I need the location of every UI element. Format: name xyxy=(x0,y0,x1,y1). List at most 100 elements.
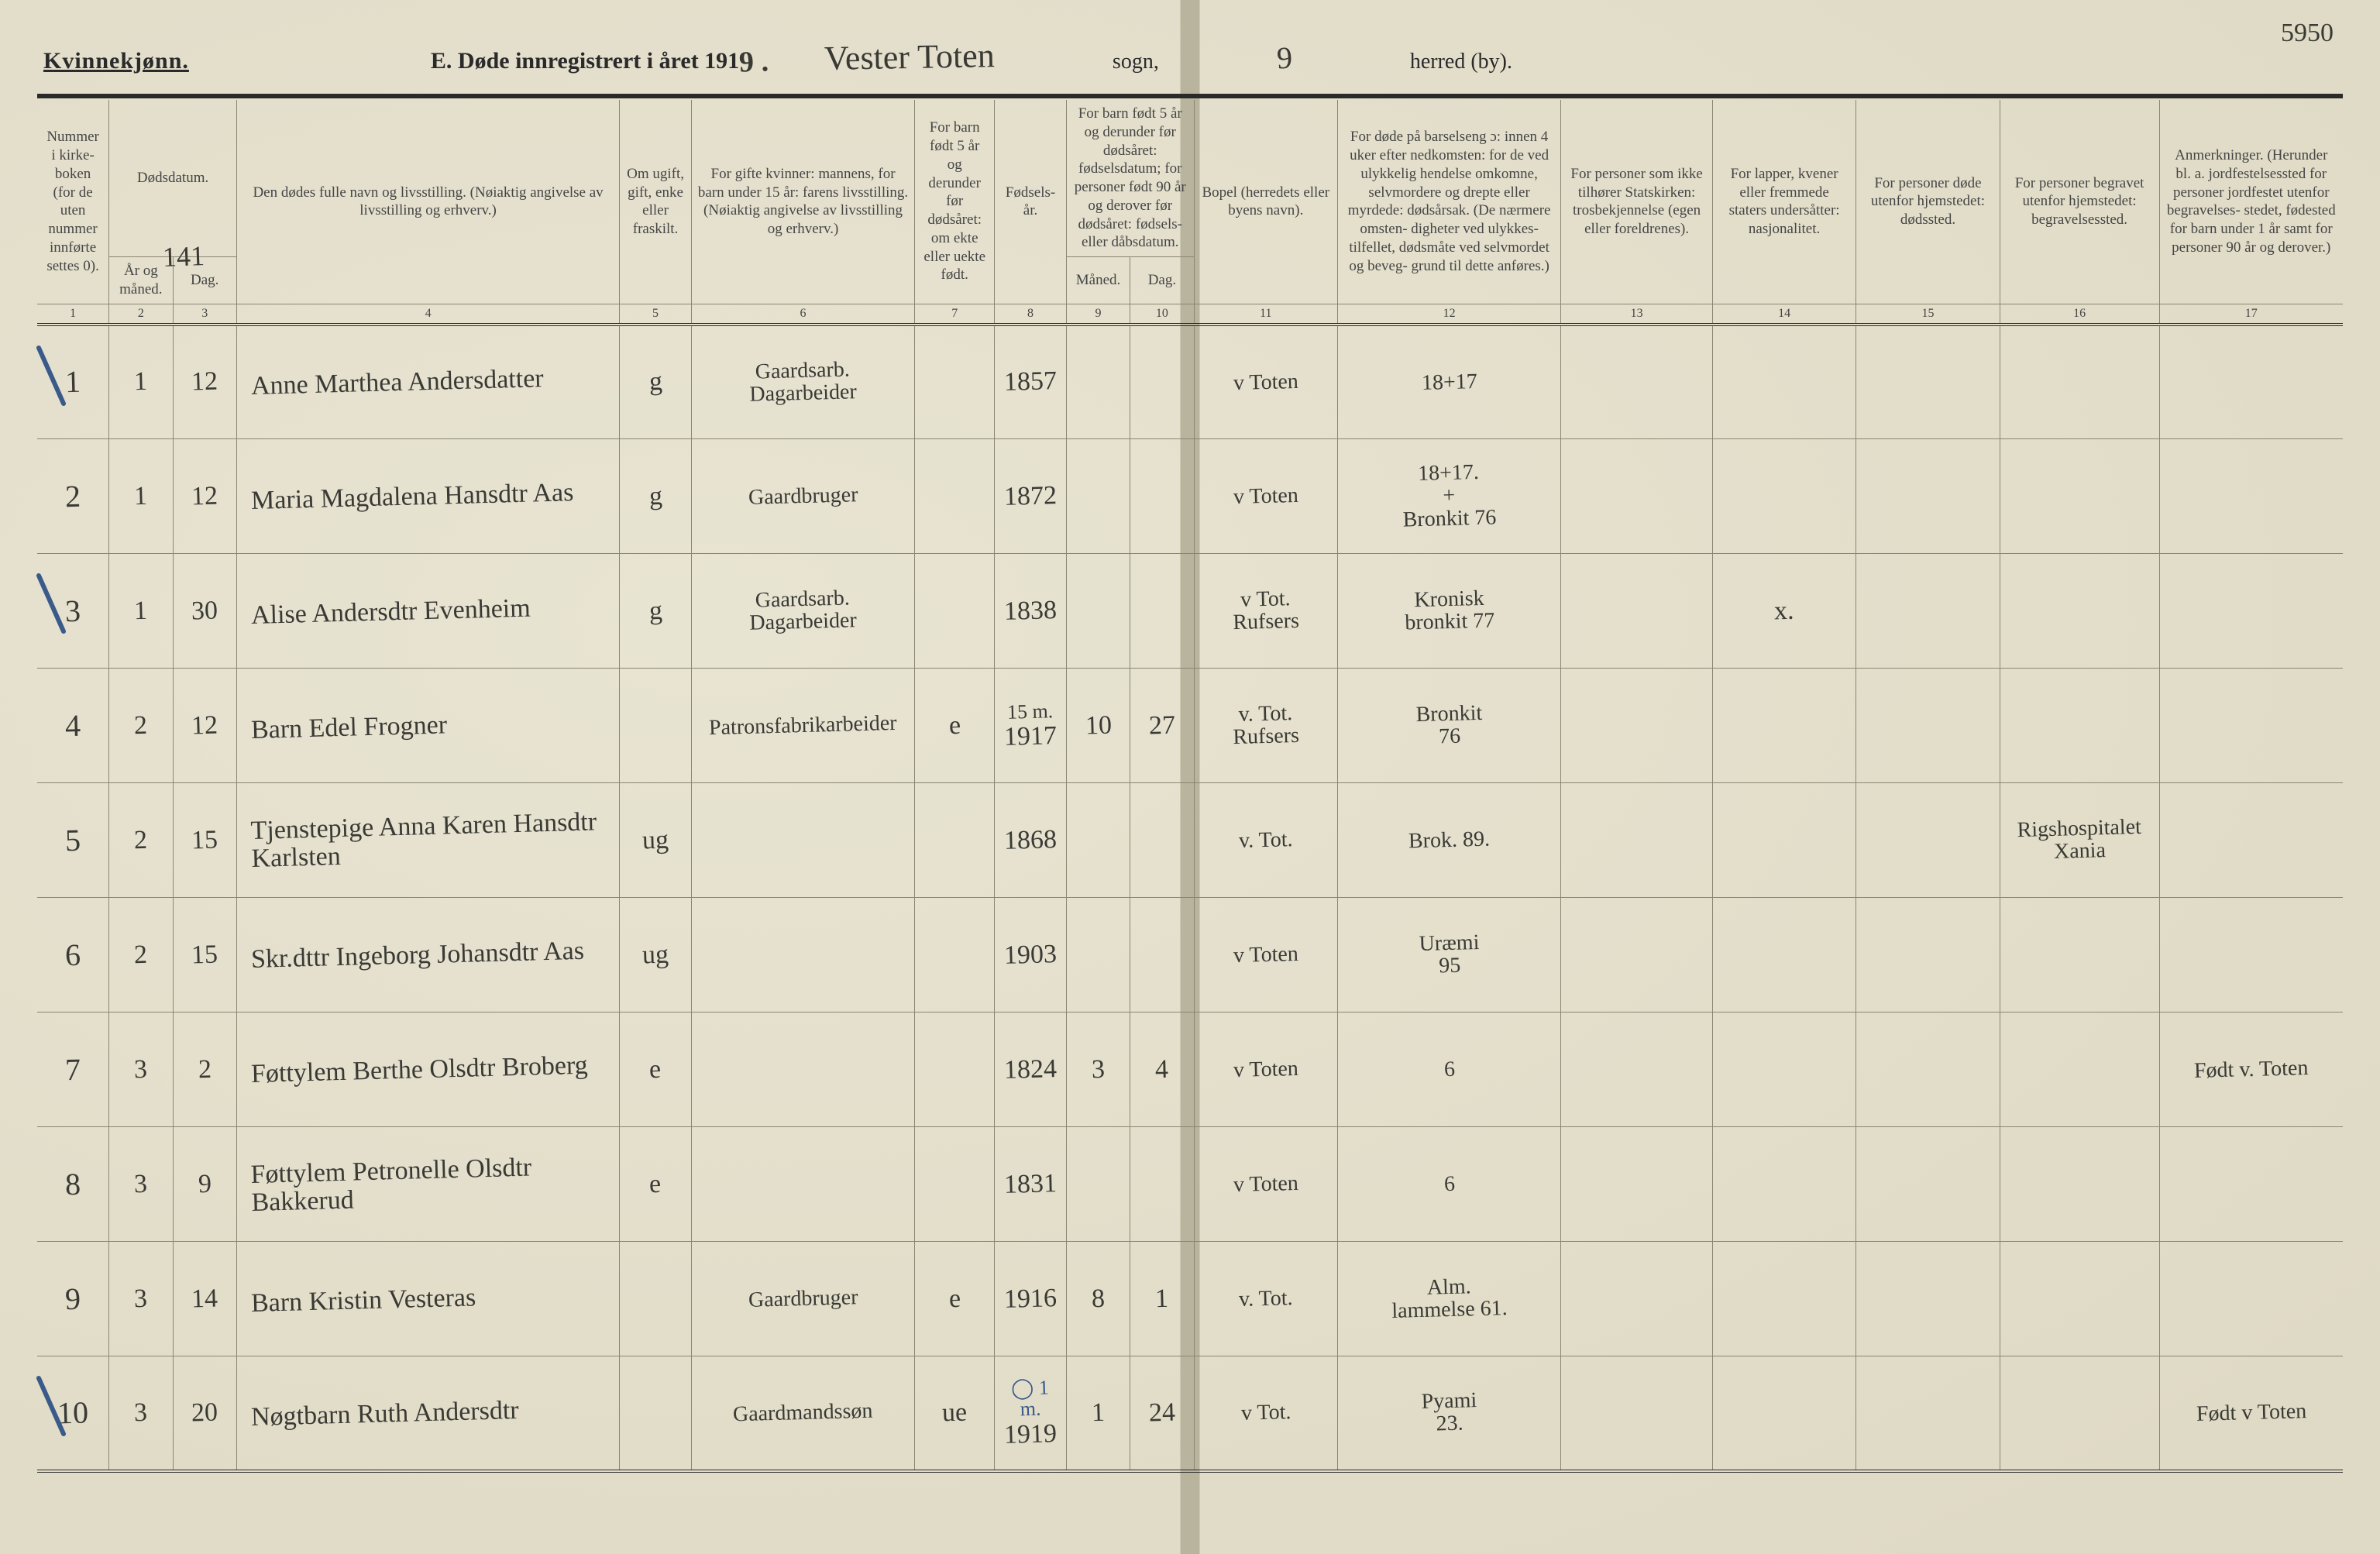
cell-num: 3 xyxy=(37,554,109,669)
col-header-15: For personer døde utenfor hjemstedet: dø… xyxy=(1856,100,2000,304)
cell-16 xyxy=(2000,554,2159,669)
col-header-13: For personer som ikke tilhører Statskirk… xyxy=(1561,100,1713,304)
birth-note: 15 m. xyxy=(1007,700,1054,723)
colnum-10: 10 xyxy=(1130,304,1194,325)
name-value: Alise Andersdtr Evenheim xyxy=(243,592,614,629)
cause-value: Uræmi 95 xyxy=(1419,931,1480,978)
cell-occupation xyxy=(691,783,914,898)
cell-civil xyxy=(620,1242,692,1356)
colnum-7: 7 xyxy=(915,304,995,325)
occupation-value: Gaardbruger xyxy=(748,483,858,509)
cell-birth-day-value: 24 xyxy=(1148,1398,1175,1427)
residence-value: v Toten xyxy=(1233,370,1298,394)
cell-birthyear: 1903 xyxy=(995,898,1067,1013)
cell-birth-month: 1 xyxy=(1066,1356,1130,1471)
birthyear-value: 1824 xyxy=(1004,1055,1058,1084)
residence-value: v Toten xyxy=(1233,1172,1298,1197)
residence-value: v Toten xyxy=(1233,484,1298,509)
cell-month-value: 2 xyxy=(134,711,148,739)
cell-name: Barn Kristin Vesteras xyxy=(236,1242,619,1356)
cell-month: 3 xyxy=(109,1242,173,1356)
cell-month-value: 3 xyxy=(134,1399,148,1427)
year-handwritten: 9 . xyxy=(738,44,769,79)
birthyear-value: 1872 xyxy=(1004,482,1058,511)
num-value: 10 xyxy=(57,1396,89,1429)
cell-15 xyxy=(1856,439,2000,554)
colnum-17: 17 xyxy=(2159,304,2343,325)
cell-occupation: Patronsfabrikarbeider xyxy=(691,669,914,783)
cell-legit xyxy=(915,1013,995,1127)
cell-cause: Pyami 23. xyxy=(1337,1356,1560,1471)
cell-residence: v Toten xyxy=(1194,1013,1337,1127)
cell-cause: Bronkit 76 xyxy=(1337,669,1560,783)
colnum-14: 14 xyxy=(1712,304,1856,325)
cell-cause: 6 xyxy=(1337,1013,1560,1127)
col-header-14: For lapper, kvener eller fremmede stater… xyxy=(1712,100,1856,304)
cell-name: Barn Edel Frogner xyxy=(236,669,619,783)
cell-15 xyxy=(1856,1356,2000,1471)
cell-14 xyxy=(1712,898,1856,1013)
cell-month-value: 1 xyxy=(134,482,148,510)
cell-17 xyxy=(2159,554,2343,669)
cell-13 xyxy=(1561,1013,1713,1127)
cell-legit-value: ue xyxy=(942,1398,968,1427)
cell-name: Føttylem Berthe Olsdtr Broberg xyxy=(236,1013,619,1127)
cell-17: Født v Toten xyxy=(2159,1356,2343,1471)
birthyear-value: 1831 xyxy=(1004,1170,1058,1198)
cell-15 xyxy=(1856,1127,2000,1242)
col-header-12: For døde på barselseng ɔ: innen 4 uker e… xyxy=(1337,100,1560,304)
cell-occupation xyxy=(691,1013,914,1127)
cell-month: 3 xyxy=(109,1127,173,1242)
cell-name: Maria Magdalena Hansdtr Aas xyxy=(236,439,619,554)
cell-day-value: 15 xyxy=(191,940,218,969)
cell-residence: v. Tot. Rufsers xyxy=(1194,669,1337,783)
num-value: 6 xyxy=(65,938,81,971)
cell-occupation: Gaardsarb. Dagarbeider xyxy=(691,325,914,439)
cell-legit xyxy=(915,554,995,669)
cell-birth-month xyxy=(1066,325,1130,439)
occupation-value: Gaardmandssøn xyxy=(733,1400,873,1426)
register-sheet: 5950 Kvinnekjønn. E. Døde innregistrert … xyxy=(0,0,2380,1554)
cause-value: Alm. lammelse 61. xyxy=(1391,1274,1508,1323)
table-row: 6215Skr.dttr Ingeborg Johansdtr Aasug190… xyxy=(37,898,2343,1013)
cause-value: 6 xyxy=(1443,1173,1455,1196)
name-value: Tjenstepige Anna Karen Hansdtr Karlsten xyxy=(242,808,614,873)
cause-value: 18+17. + Bronkit 76 xyxy=(1402,461,1497,531)
cell-birth-day-value: 27 xyxy=(1148,711,1175,740)
header-note-hand: 141 xyxy=(162,239,205,273)
cell-civil-value: g xyxy=(648,597,662,624)
table-row: 1112Anne Marthea AndersdattergGaardsarb.… xyxy=(37,325,2343,439)
cause-value: 18+17 xyxy=(1421,370,1477,394)
cell-birth-month xyxy=(1066,898,1130,1013)
col-header-9: Måned. xyxy=(1066,257,1130,304)
cell-birthyear: ◯ 1 m.1919 xyxy=(995,1356,1067,1471)
cell-13 xyxy=(1561,783,1713,898)
cell-num: 1 xyxy=(37,325,109,439)
cell-num: 7 xyxy=(37,1013,109,1127)
cell-birth-day xyxy=(1130,1127,1194,1242)
cell-16 xyxy=(2000,325,2159,439)
cell-day: 15 xyxy=(173,783,236,898)
birthyear-value: 1903 xyxy=(1004,940,1058,969)
cell-birth-month: 10 xyxy=(1066,669,1130,783)
cell-16 xyxy=(2000,1013,2159,1127)
cause-value: Pyami 23. xyxy=(1421,1389,1477,1436)
table-row: 10320Nøgtbarn Ruth AndersdtrGaardmandssø… xyxy=(37,1356,2343,1471)
cell-birthyear: 15 m.1917 xyxy=(995,669,1067,783)
col-header-6: For gifte kvinner: mannens, for barn und… xyxy=(691,100,914,304)
cell-num: 5 xyxy=(37,783,109,898)
col-header-11: Bopel (herredets eller byens navn). xyxy=(1194,100,1337,304)
name-value: Nøgtbarn Ruth Andersdtr xyxy=(243,1394,614,1432)
num-value: 5 xyxy=(65,823,81,857)
cell-legit xyxy=(915,439,995,554)
cell-birth-month xyxy=(1066,554,1130,669)
cell-13 xyxy=(1561,1127,1713,1242)
name-value: Maria Magdalena Hansdtr Aas xyxy=(243,477,614,514)
cell-civil-value: g xyxy=(648,482,662,510)
col-header-4: Den dødes fulle navn og livsstilling. (N… xyxy=(236,100,619,304)
cell-day: 14 xyxy=(173,1242,236,1356)
residence-value: v Tot. Rufsers xyxy=(1232,587,1299,634)
cell-13 xyxy=(1561,1356,1713,1471)
cell-legit xyxy=(915,898,995,1013)
table-head: Nummer i kirke- boken (for de uten numme… xyxy=(37,100,2343,325)
